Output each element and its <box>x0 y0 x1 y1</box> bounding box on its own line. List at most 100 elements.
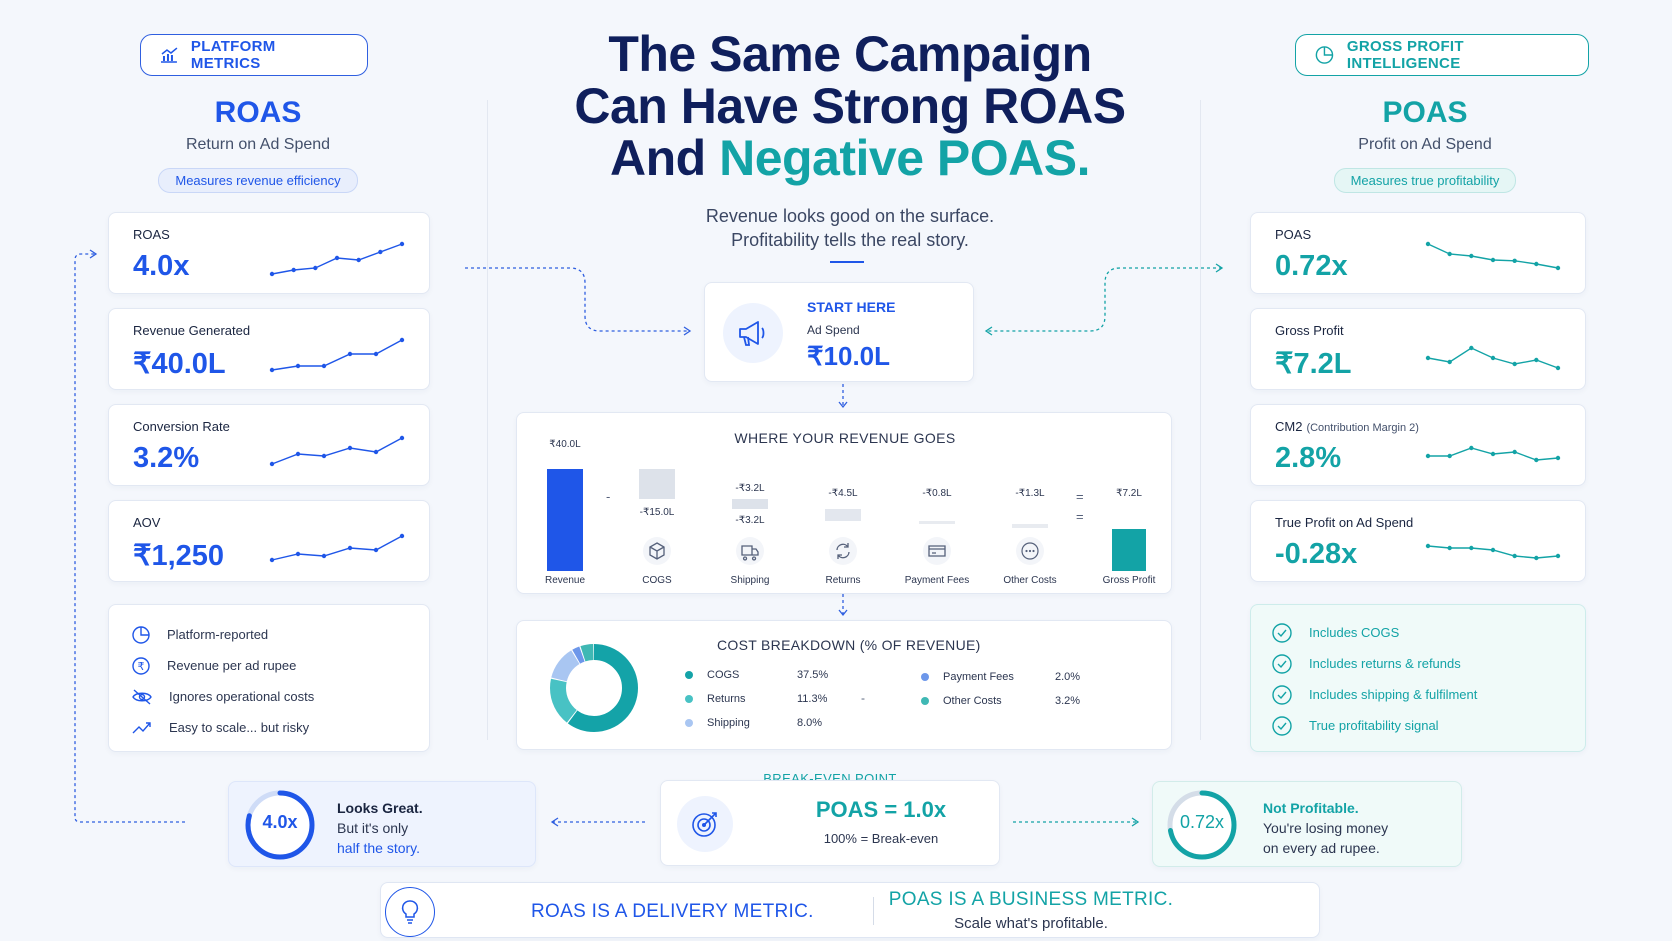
list-item: True profitability signal <box>1271 710 1565 741</box>
legend-swatch <box>921 673 929 681</box>
sparkline-point <box>399 435 405 441</box>
waterfall-value: -₹3.2L <box>735 515 765 526</box>
bulb-icon-wrap <box>385 887 435 937</box>
list-item: Includes returns & refunds <box>1271 648 1565 679</box>
legend-item: Other Costs 3.2% <box>921 695 1080 707</box>
poas-subtitle: Profit on Ad Spend <box>1358 136 1492 153</box>
sparkline-point <box>1469 253 1474 259</box>
waterfall-category: Returns <box>825 575 861 586</box>
sparkline-point <box>1490 355 1496 361</box>
metric-value: ₹40.0L <box>133 348 226 380</box>
roas-tag: Measures revenue efficiency <box>158 168 358 193</box>
waterfall-category: Revenue <box>544 575 586 586</box>
sparkline-point <box>321 553 327 559</box>
sparkline <box>269 533 405 563</box>
megaphone-icon-wrap <box>723 303 783 363</box>
break-even-value: POAS = 1.0x <box>815 797 947 822</box>
footer-divider <box>873 897 874 925</box>
legend-item: COGS 37.5% <box>685 669 828 681</box>
legend-label: Payment Fees <box>943 671 1014 683</box>
waterfall-category: Gross Profit <box>1102 575 1156 586</box>
legend-dash: - <box>861 691 865 705</box>
check-circle-icon <box>1272 622 1292 643</box>
legend-label: Other Costs <box>943 695 1002 707</box>
waterfall-value: ₹40.0L <box>549 439 581 450</box>
sparkline-point <box>373 547 379 553</box>
sparkline-point <box>347 445 353 451</box>
legend-swatch <box>685 671 693 679</box>
page-title: The Same Campaign Can Have Strong ROAS A… <box>574 26 1126 186</box>
waterfall-value: -₹3.2L <box>735 483 765 494</box>
sparkline-point <box>295 551 301 557</box>
rupee-icon: ₹ <box>132 656 150 675</box>
metric-value: 3.2% <box>133 442 200 474</box>
sparkline <box>1425 543 1561 561</box>
donut-chart <box>550 644 638 732</box>
break-even-card: POAS = 1.0x 100% = Break-even <box>660 780 1000 866</box>
sparkline-point <box>1555 265 1561 271</box>
sparkline-point <box>1490 257 1496 263</box>
sparkline <box>1425 445 1561 463</box>
sparkline-point <box>1555 365 1561 371</box>
metric-value: 2.8% <box>1275 442 1342 474</box>
sparkline-point <box>1555 455 1561 461</box>
poas-notes-card: Includes COGS Includes returns & refunds… <box>1250 604 1586 752</box>
waterfall-category: Payment Fees <box>904 575 970 586</box>
poas-ring-value: 0.72x <box>1179 812 1225 832</box>
waterfall-value: -₹4.5L <box>828 488 858 499</box>
sparkline-point <box>295 363 301 369</box>
sparkline-point <box>347 545 353 551</box>
sparkline-point <box>291 267 296 273</box>
megaphone-icon <box>739 321 765 346</box>
waterfall-bar <box>639 469 675 499</box>
roas-notes-card: Platform-reported ₹ Revenue per ad rupee… <box>108 604 430 752</box>
waterfall-title: WHERE YOUR REVENUE GOES <box>734 430 956 446</box>
refresh-icon <box>829 537 857 565</box>
platform-metrics-pill: PLATFORM METRICS <box>140 34 368 76</box>
check-circle-icon <box>1272 684 1292 705</box>
poas-metric-card: CM2 (Contribution Margin 2) 2.8% <box>1250 404 1586 486</box>
equals-sign: = <box>1076 509 1084 524</box>
legend-swatch <box>685 719 693 727</box>
donut-slice <box>550 644 638 732</box>
sparkline-point <box>269 367 275 373</box>
platform-metrics-label: PLATFORM METRICS <box>190 38 276 72</box>
sparkline-point <box>1512 361 1517 367</box>
sparkline-point <box>1447 251 1452 257</box>
list-item: Includes COGS <box>1271 617 1565 648</box>
donut-slice <box>550 644 638 732</box>
sparkline-point <box>373 449 379 455</box>
poas-metric-card: True Profit on Ad Spend -0.28x <box>1250 500 1586 582</box>
list-item: Includes shipping & fulfilment <box>1271 679 1565 710</box>
metric-value: 4.0x <box>133 250 190 282</box>
poas-title: POAS <box>1382 96 1468 129</box>
target-icon-wrap <box>677 796 733 852</box>
page-subtitle: Revenue looks good on the surface. Profi… <box>705 206 995 250</box>
metric-value: ₹7.2L <box>1275 348 1352 380</box>
sparkline-point <box>399 241 405 247</box>
sparkline-point <box>1534 261 1539 267</box>
legend-label: COGS <box>707 669 740 681</box>
sparkline-point <box>1425 543 1431 549</box>
sparkline-point <box>1425 241 1431 247</box>
sparkline-point <box>269 461 275 467</box>
legend-value: 2.0% <box>1055 671 1081 683</box>
sparkline <box>1425 345 1561 371</box>
sparkline-point <box>321 453 327 459</box>
poas-metric-card: Gross Profit ₹7.2L <box>1250 308 1586 390</box>
waterfall-value: -₹1.3L <box>1015 488 1045 499</box>
target-icon <box>692 812 717 837</box>
metric-value: -0.28x <box>1275 538 1358 570</box>
sparkline-point <box>1512 553 1517 559</box>
sparkline-point <box>269 557 275 563</box>
footer-right-sub: Scale what's profitable. <box>954 915 1108 932</box>
sparkline-point <box>1447 453 1452 459</box>
metric-label: AOV <box>133 515 161 530</box>
check-circle-icon <box>1272 653 1292 674</box>
svg-text:₹: ₹ <box>138 660 145 673</box>
legend-value: 8.0% <box>797 717 823 729</box>
sparkline <box>269 241 405 277</box>
poas-verdict-card: 0.72x Not Profitable. You're losing mone… <box>1152 781 1462 867</box>
list-item: Easy to scale... but risky <box>131 712 407 743</box>
